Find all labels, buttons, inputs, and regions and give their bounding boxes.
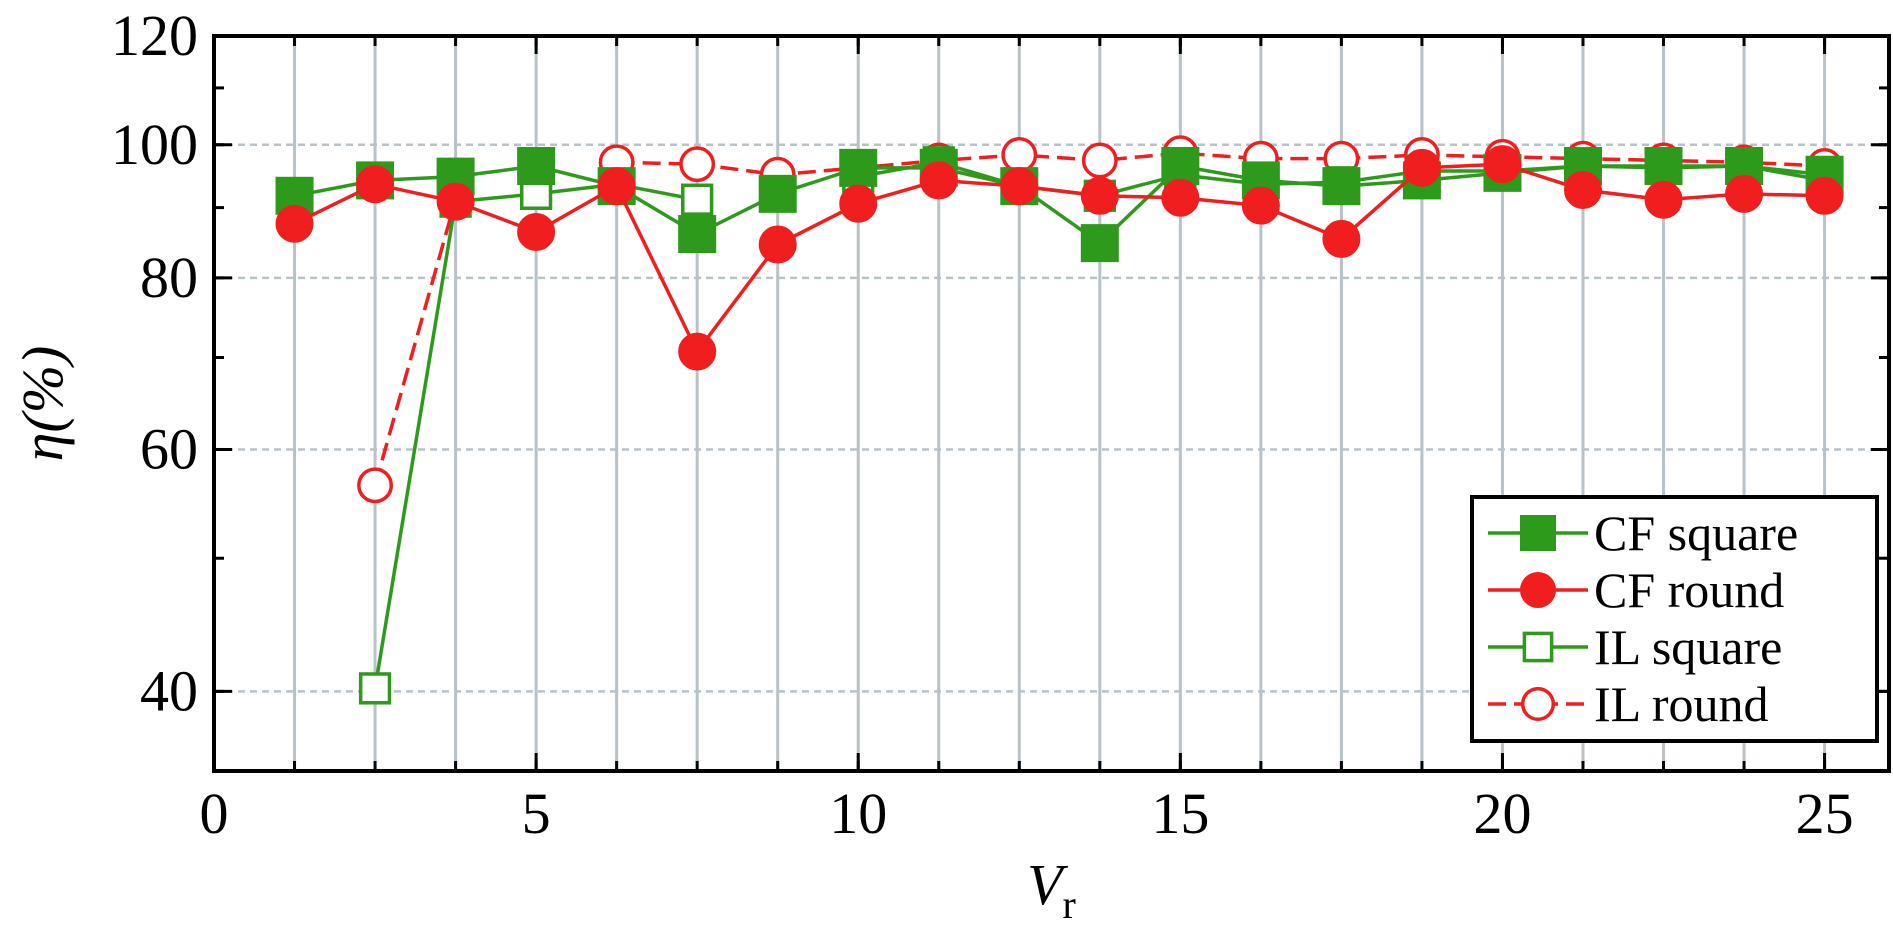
data-point bbox=[356, 165, 395, 204]
legend-marker bbox=[1522, 631, 1554, 663]
data-point bbox=[679, 146, 716, 183]
data-point bbox=[517, 212, 556, 251]
legend-label: IL round bbox=[1594, 676, 1769, 732]
axis-ticks bbox=[212, 34, 1889, 771]
data-point bbox=[275, 204, 314, 243]
data-point bbox=[1080, 224, 1119, 263]
data-point bbox=[919, 161, 958, 200]
x-tick-label: 15 bbox=[1151, 781, 1209, 846]
data-point bbox=[1000, 167, 1039, 206]
data-point bbox=[597, 167, 636, 206]
data-point bbox=[1644, 147, 1683, 186]
data-point bbox=[517, 147, 556, 186]
data-point bbox=[1322, 167, 1361, 206]
data-point bbox=[436, 182, 475, 221]
legend-item-cf-square: CF square bbox=[1488, 505, 1798, 561]
x-axis-label: Vr bbox=[1027, 852, 1076, 926]
y-tick-label: 120 bbox=[111, 3, 198, 68]
legend-marker bbox=[1520, 515, 1556, 551]
y-tick-label: 80 bbox=[140, 245, 198, 310]
series-line bbox=[616, 151, 1825, 177]
data-point bbox=[681, 183, 714, 216]
plot-frame bbox=[212, 34, 1891, 773]
data-point bbox=[1001, 137, 1038, 173]
legend-marker bbox=[1520, 686, 1556, 722]
data-point bbox=[1563, 170, 1602, 209]
data-point bbox=[758, 225, 797, 264]
y-tick-label: 100 bbox=[111, 112, 198, 177]
data-point bbox=[839, 184, 878, 223]
data-point bbox=[678, 215, 717, 254]
series-cf-square bbox=[275, 147, 1844, 263]
data-point bbox=[839, 148, 878, 187]
x-tick-label: 5 bbox=[522, 781, 551, 846]
x-tick-label: 0 bbox=[200, 781, 229, 846]
data-point bbox=[1161, 178, 1200, 217]
legend-label: CF square bbox=[1594, 505, 1798, 561]
tick-labels: 0 5 10 15 20 25 40 60 80 100 120 bbox=[111, 3, 1854, 846]
x-tick-label: 10 bbox=[829, 781, 887, 846]
legend-label: IL square bbox=[1594, 619, 1782, 675]
data-point bbox=[1080, 176, 1119, 215]
data-point bbox=[1725, 174, 1764, 213]
x-tick-label: 20 bbox=[1473, 781, 1531, 846]
data-point bbox=[1483, 145, 1522, 184]
series-line bbox=[373, 199, 458, 486]
y-tick-label: 40 bbox=[140, 658, 198, 723]
data-point bbox=[1241, 186, 1280, 225]
series-cf-round bbox=[275, 145, 1844, 371]
legend-marker bbox=[1520, 572, 1556, 608]
legend-item-cf-round: CF round bbox=[1488, 562, 1784, 618]
legend-item-il-square: IL square bbox=[1488, 619, 1782, 675]
data-point bbox=[1161, 147, 1200, 186]
data-point bbox=[1644, 180, 1683, 219]
data-point bbox=[1402, 148, 1441, 187]
data-point bbox=[1081, 142, 1118, 179]
series-layer bbox=[275, 135, 1844, 705]
data-point bbox=[358, 672, 392, 705]
y-tick-label: 60 bbox=[140, 416, 198, 481]
data-point bbox=[1805, 176, 1844, 215]
legend-item-il-round: IL round bbox=[1488, 676, 1769, 732]
data-point bbox=[678, 332, 717, 371]
data-point bbox=[1322, 219, 1361, 258]
x-tick-label: 25 bbox=[1796, 781, 1854, 846]
data-point bbox=[758, 174, 797, 213]
legend-label: CF round bbox=[1594, 562, 1784, 618]
data-point bbox=[357, 467, 394, 504]
y-axis-label: η(%) bbox=[10, 346, 75, 462]
